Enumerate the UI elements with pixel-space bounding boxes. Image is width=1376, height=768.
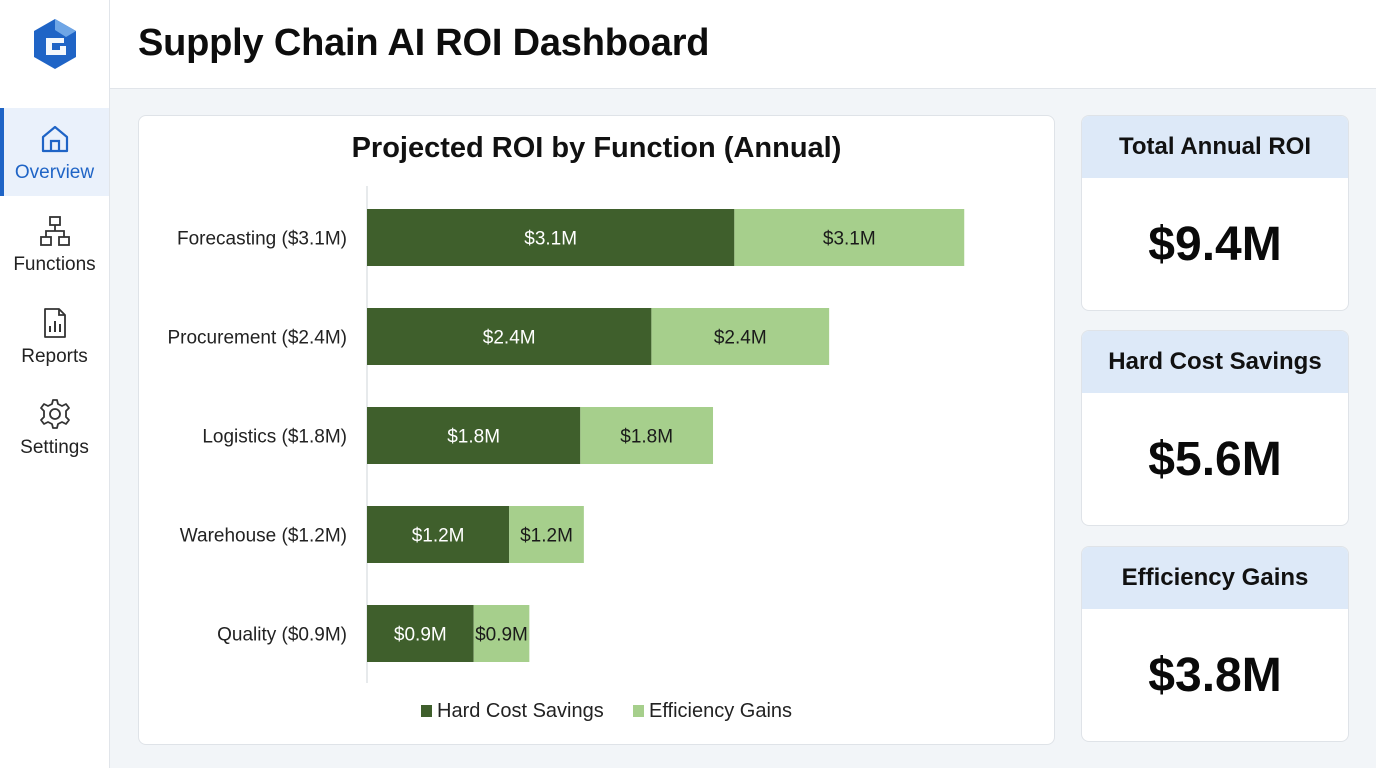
nav-label-functions: Functions	[13, 254, 96, 275]
legend-swatch	[633, 705, 644, 717]
bar-hard-cost	[367, 209, 735, 266]
bar-value-label: $1.8M	[447, 427, 500, 448]
sidebar: Overview Functions Reports Settings	[0, 0, 110, 768]
home-icon	[41, 125, 68, 153]
bar-hard-cost	[367, 308, 652, 365]
kpi-card-hard-cost-savings: Hard Cost Savings $5.6M	[1081, 330, 1349, 526]
kpi-label: Total Annual ROI	[1082, 116, 1348, 178]
bar-efficiency	[509, 506, 584, 563]
bar-hard-cost	[367, 605, 474, 662]
category-label: Quality ($0.9M)	[217, 625, 347, 646]
bar-value-label: $2.4M	[714, 328, 767, 349]
category-label: Forecasting ($3.1M)	[177, 229, 347, 250]
kpi-label: Hard Cost Savings	[1082, 331, 1348, 393]
bar-value-label: $2.4M	[483, 328, 536, 349]
nav-item-settings[interactable]: Settings	[0, 383, 109, 471]
category-label: Logistics ($1.8M)	[202, 427, 347, 448]
category-label: Warehouse ($1.2M)	[180, 526, 347, 547]
legend-swatch	[421, 705, 432, 717]
bar-value-label: $1.8M	[620, 427, 673, 448]
nav-label-overview: Overview	[14, 162, 95, 183]
roi-bar-chart: Forecasting ($3.1M) $3.1M $3.1M Procurement…	[167, 186, 965, 722]
report-icon	[43, 308, 66, 338]
bar-value-label: $1.2M	[412, 526, 465, 547]
nav-item-overview[interactable]: Overview	[0, 108, 109, 196]
bar-value-label: $3.1M	[823, 229, 876, 250]
kpi-card-efficiency-gains: Efficiency Gains $3.8M	[1081, 546, 1349, 742]
nav-item-reports[interactable]: Reports	[0, 292, 109, 380]
bar-efficiency	[473, 605, 530, 662]
legend-label: Hard Cost Savings	[437, 700, 604, 722]
roi-chart-card: Projected ROI by Function (Annual) Forec…	[138, 115, 1055, 745]
kpi-label: Efficiency Gains	[1082, 547, 1348, 609]
bar-hard-cost	[367, 407, 581, 464]
chart-title: Projected ROI by Function (Annual)	[351, 132, 842, 164]
kpi-value: $3.8M	[1148, 648, 1282, 702]
bar-value-label: $3.1M	[524, 229, 577, 250]
nav-label-settings: Settings	[20, 437, 89, 458]
bar-efficiency	[734, 209, 965, 266]
bar-hard-cost	[367, 506, 510, 563]
bar-value-label: $0.9M	[394, 625, 447, 646]
kpi-value: $5.6M	[1148, 432, 1282, 486]
page-header: Supply Chain AI ROI Dashboard	[110, 0, 1376, 89]
bar-value-label: $0.9M	[475, 625, 528, 646]
page-title: Supply Chain AI ROI Dashboard	[138, 22, 710, 64]
gear-icon	[39, 399, 70, 429]
hierarchy-icon	[39, 216, 70, 246]
legend-label: Efficiency Gains	[649, 700, 792, 722]
kpi-value: $9.4M	[1148, 217, 1282, 271]
nav-label-reports: Reports	[21, 346, 88, 367]
category-label: Procurement ($2.4M)	[167, 328, 347, 349]
bar-value-label: $1.2M	[520, 526, 573, 547]
kpi-card-total-roi: Total Annual ROI $9.4M	[1081, 115, 1349, 311]
bar-efficiency	[580, 407, 714, 464]
nav-item-functions[interactable]: Functions	[0, 200, 109, 288]
bar-efficiency	[651, 308, 830, 365]
app-logo[interactable]	[30, 17, 80, 71]
